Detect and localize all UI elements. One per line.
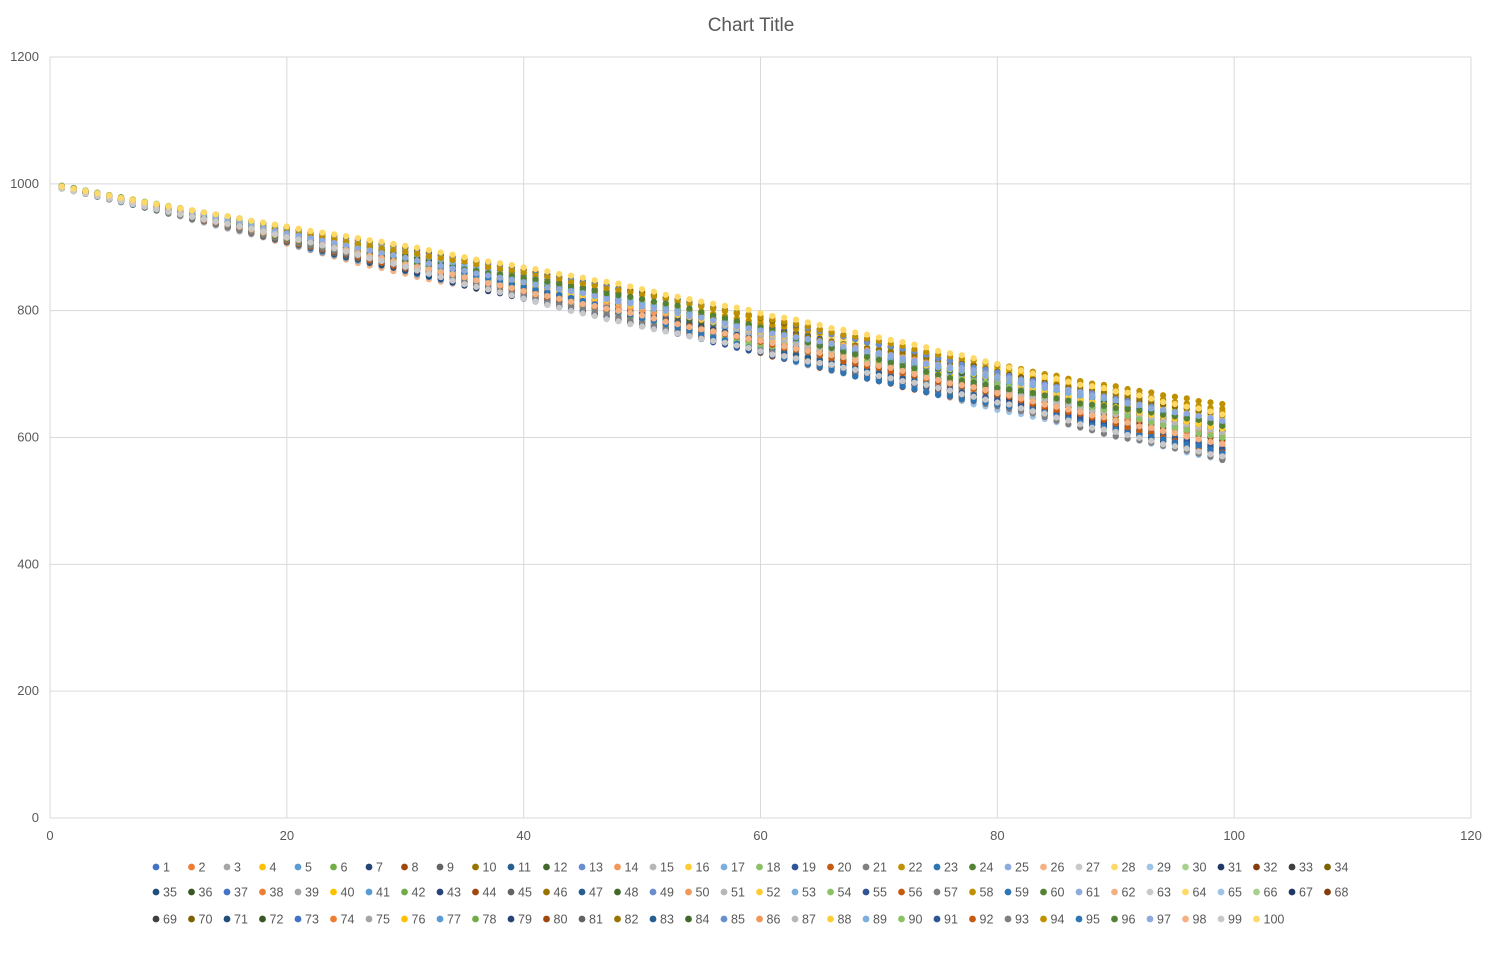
- x-tick-label: 120: [1460, 828, 1482, 843]
- x-tick-label: 80: [990, 828, 1004, 843]
- gridlines: [49, 56, 1472, 819]
- y-tick-label: 1200: [10, 49, 39, 64]
- y-tick-label: 1000: [10, 176, 39, 191]
- x-tick-label: 60: [753, 828, 767, 843]
- x-tick-label: 40: [516, 828, 530, 843]
- data-points: [58, 182, 1226, 464]
- y-tick-label: 400: [17, 556, 39, 571]
- y-tick-label: 0: [32, 810, 39, 825]
- x-tick-label: 0: [46, 828, 53, 843]
- x-tick-label: 20: [280, 828, 294, 843]
- x-tick-label: 100: [1223, 828, 1245, 843]
- y-tick-label: 600: [17, 430, 39, 445]
- y-tick-label: 200: [17, 683, 39, 698]
- y-tick-label: 800: [17, 303, 39, 318]
